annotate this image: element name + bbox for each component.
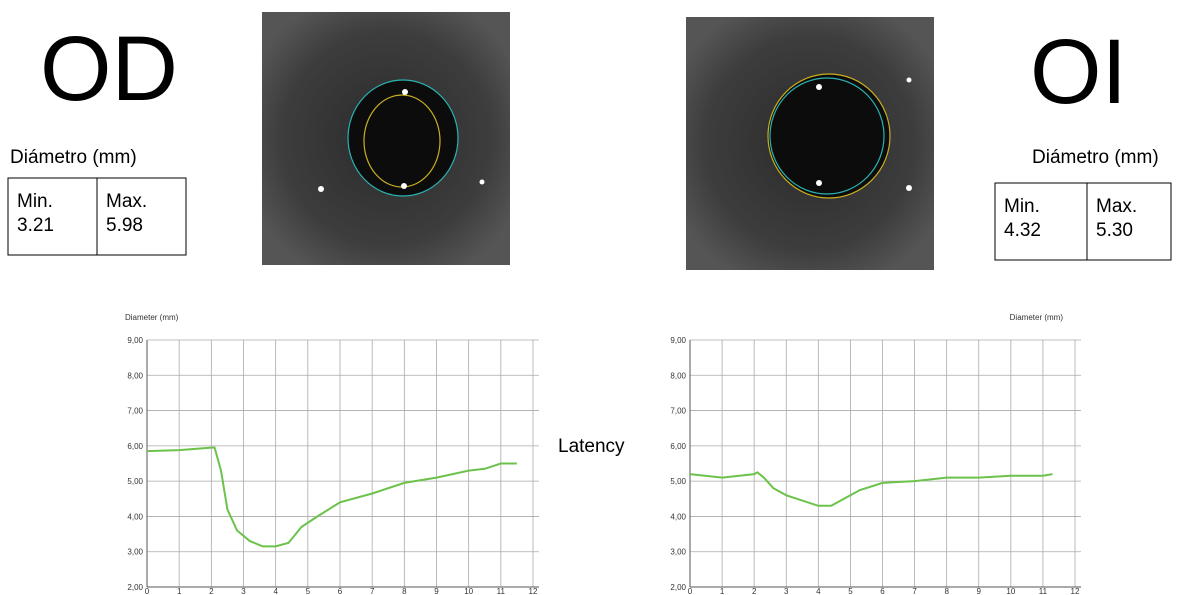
y-tick-label: 3,00 (670, 548, 686, 557)
x-tick-label: 6 (338, 587, 343, 595)
y-tick-label: 8,00 (127, 371, 143, 380)
x-tick-label: 3 (241, 587, 246, 595)
x-tick-label: 5 (848, 587, 853, 595)
y-tick-label: 4,00 (127, 512, 143, 521)
x-tick-label: 12 (529, 587, 538, 595)
max-label: Max. (1096, 196, 1137, 217)
min-label: Min. (17, 191, 53, 212)
x-tick-label: 12 (1071, 587, 1080, 595)
y-tick-label: 2,00 (127, 583, 143, 592)
y-tick-label: 7,00 (670, 407, 686, 416)
x-tick-label: 10 (1006, 587, 1015, 595)
x-tick-label: 10 (464, 587, 473, 595)
x-tick-label: 1 (177, 587, 182, 595)
min-value: 3.21 (17, 215, 54, 236)
eye-label: OD (40, 18, 178, 120)
eye-label: OI (1030, 21, 1127, 123)
x-tick-label: 11 (1039, 587, 1048, 595)
right-eye-image (686, 17, 934, 270)
y-axis-title: Diameter (mm) (1010, 313, 1064, 322)
y-tick-label: 6,00 (127, 442, 143, 451)
y-tick-label: 6,00 (670, 442, 686, 451)
data-line (689, 471, 1053, 507)
x-tick-label: 11 (497, 587, 506, 595)
y-tick-label: 5,00 (127, 477, 143, 486)
x-tick-label: 7 (370, 587, 375, 595)
x-tick-label: 4 (273, 587, 278, 595)
min-value: 4.32 (1004, 220, 1041, 241)
x-tick-label: 2 (209, 587, 214, 595)
max-label: Max. (106, 191, 147, 212)
diameter-title: Diámetro (mm) (1032, 147, 1159, 168)
y-tick-label: 4,00 (670, 512, 686, 521)
y-tick-label: 9,00 (127, 336, 143, 345)
y-tick-label: 2,00 (670, 583, 686, 592)
x-tick-label: 0 (145, 587, 150, 595)
y-tick-label: 9,00 (670, 336, 686, 345)
min-label: Min. (1004, 196, 1040, 217)
x-tick-label: 9 (434, 587, 439, 595)
x-tick-label: 7 (912, 587, 917, 595)
x-tick-label: 9 (977, 587, 982, 595)
max-value: 5.30 (1096, 220, 1133, 241)
x-tick-label: 4 (816, 587, 821, 595)
y-tick-label: 8,00 (670, 371, 686, 380)
x-tick-label: 8 (944, 587, 949, 595)
data-line (146, 446, 517, 548)
center-label: Latency (558, 436, 625, 457)
x-tick-label: 2 (752, 587, 757, 595)
y-axis-title: Diameter (mm) (125, 313, 179, 322)
left-eye-image (262, 12, 510, 265)
y-tick-label: 3,00 (127, 548, 143, 557)
max-value: 5.98 (106, 215, 143, 236)
x-tick-label: 1 (720, 587, 725, 595)
x-tick-label: 8 (402, 587, 407, 595)
x-tick-label: 5 (306, 587, 311, 595)
diameter-title: Diámetro (mm) (10, 147, 137, 168)
value-table (994, 182, 1172, 261)
y-tick-label: 7,00 (127, 407, 143, 416)
x-tick-label: 3 (784, 587, 789, 595)
x-tick-label: 6 (880, 587, 885, 595)
x-tick-label: 0 (688, 587, 693, 595)
y-tick-label: 5,00 (670, 477, 686, 486)
